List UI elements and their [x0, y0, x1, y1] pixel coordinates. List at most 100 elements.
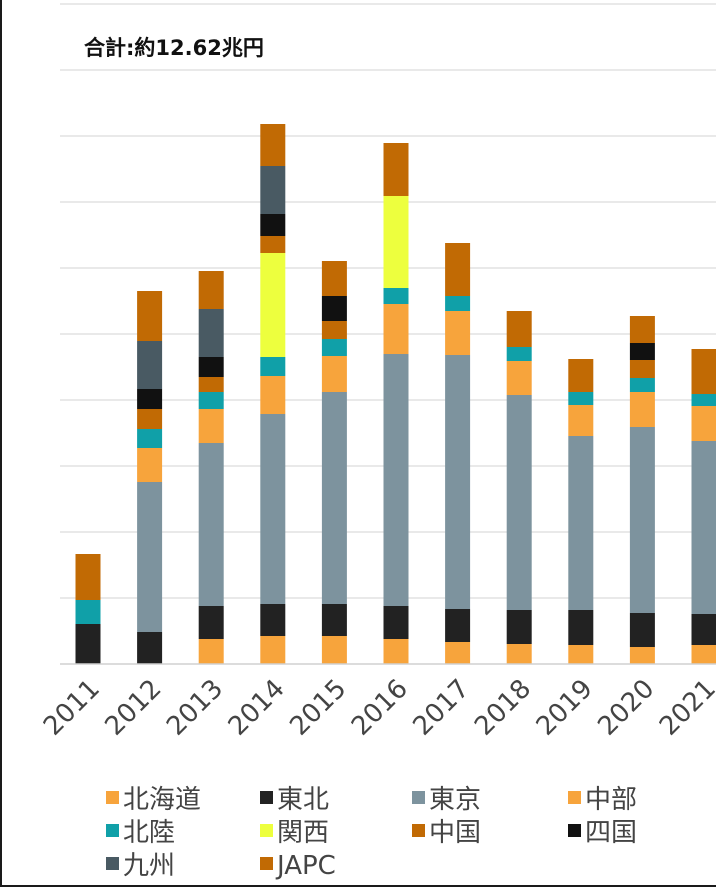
x-tick-label: 2014 — [223, 674, 291, 742]
bar-segment-2015-6 — [321, 321, 347, 339]
legend-swatch — [568, 824, 581, 837]
bar-segment-2017-3 — [445, 311, 471, 355]
bar-segment-2018-4 — [506, 347, 532, 361]
legend-label: 九州 — [123, 851, 175, 881]
bar-segment-2019-4 — [568, 392, 594, 405]
x-tick-label: 2019 — [531, 674, 599, 742]
bar-segment-2021-1 — [691, 614, 716, 645]
bar-segment-2012-6 — [137, 409, 163, 429]
bar-segment-2020-6 — [629, 360, 655, 378]
bar-segment-2013-9 — [198, 271, 224, 309]
legend-item-1: 東北 — [260, 785, 329, 815]
bar-segment-2019-0 — [568, 645, 594, 664]
legend-item-5: 関西 — [260, 818, 329, 848]
legend-label: 東京 — [429, 785, 481, 815]
legend-label: 関西 — [277, 818, 329, 848]
bar-segment-2013-2 — [198, 443, 224, 606]
bar-stack-2015 — [321, 261, 347, 664]
x-tick-label: 2018 — [469, 674, 537, 742]
legend-label: 北海道 — [123, 785, 201, 815]
bar-segment-2020-1 — [629, 613, 655, 647]
bar-segment-2020-2 — [629, 427, 655, 613]
bar-stack-2017 — [445, 243, 471, 664]
legend-item-7: 四国 — [568, 818, 637, 848]
x-tick-label: 2020 — [592, 674, 660, 742]
bar-segment-2013-6 — [198, 377, 224, 392]
bar-segment-2021-9 — [691, 349, 716, 394]
bar-segment-2016-2 — [383, 354, 409, 606]
bar-segment-2014-2 — [260, 414, 286, 604]
bar-segment-2018-1 — [506, 610, 532, 644]
bar-segment-2018-3 — [506, 361, 532, 395]
bar-segment-2011-4 — [75, 600, 101, 624]
bar-segment-2014-3 — [260, 376, 286, 414]
bar-segment-2015-0 — [321, 636, 347, 664]
legend-item-9: JAPC — [260, 851, 336, 881]
bar-segment-2013-7 — [198, 357, 224, 377]
bar-segment-2011-9 — [75, 554, 101, 600]
legend-swatch — [260, 824, 273, 837]
bar-segment-2014-7 — [260, 214, 286, 236]
bar-stack-2020 — [629, 316, 655, 664]
legend-item-2: 東京 — [412, 785, 481, 815]
legend-label: 中国 — [429, 818, 481, 848]
bar-segment-2020-3 — [629, 392, 655, 427]
x-tick-label: 2015 — [284, 674, 352, 742]
bar-segment-2014-0 — [260, 636, 286, 664]
bar-stack-2011 — [75, 554, 101, 664]
bar-segment-2013-3 — [198, 409, 224, 443]
bar-segment-2014-1 — [260, 604, 286, 636]
bar-stack-2012 — [137, 291, 163, 664]
legend-label: 北陸 — [123, 818, 175, 848]
bar-segment-2016-5 — [383, 196, 409, 288]
bar-segment-2020-7 — [629, 343, 655, 360]
bar-segment-2021-2 — [691, 441, 716, 614]
bar-segment-2013-4 — [198, 392, 224, 409]
bar-segment-2012-8 — [137, 341, 163, 389]
legend-label: 東北 — [277, 785, 329, 815]
bar-segment-2012-1 — [137, 632, 163, 664]
bar-segment-2018-0 — [506, 644, 532, 664]
legend-swatch — [260, 857, 273, 870]
bar-segment-2020-4 — [629, 378, 655, 392]
legend-swatch — [106, 824, 119, 837]
bar-segment-2017-1 — [445, 609, 471, 642]
x-tick-label: 2013 — [161, 674, 229, 742]
bar-stack-2021 — [691, 349, 716, 664]
bar-stack-2018 — [506, 311, 532, 664]
bar-segment-2020-0 — [629, 647, 655, 664]
bar-segment-2011-1 — [75, 624, 101, 664]
legend-item-6: 中国 — [412, 818, 481, 848]
bar-segment-2015-7 — [321, 296, 347, 321]
bar-segment-2017-2 — [445, 355, 471, 609]
chart-annotation-total: 合計:約12.62兆円 — [84, 36, 264, 60]
bar-stacks — [75, 124, 716, 664]
bar-stack-2016 — [383, 143, 409, 664]
legend-swatch — [412, 824, 425, 837]
bar-segment-2012-2 — [137, 482, 163, 632]
bar-segment-2012-3 — [137, 448, 163, 482]
bar-segment-2014-8 — [260, 166, 286, 214]
legend-label: JAPC — [275, 851, 336, 881]
bar-segment-2012-7 — [137, 389, 163, 409]
bar-segment-2016-4 — [383, 288, 409, 304]
bar-segment-2013-0 — [198, 639, 224, 664]
bar-segment-2019-9 — [568, 359, 594, 392]
bar-segment-2019-3 — [568, 405, 594, 436]
bar-segment-2016-9 — [383, 143, 409, 196]
bar-segment-2015-2 — [321, 392, 347, 604]
legend-label: 中部 — [585, 785, 637, 815]
bar-stack-2013 — [198, 271, 224, 664]
bar-segment-2014-5 — [260, 253, 286, 357]
bar-segment-2018-2 — [506, 395, 532, 610]
legend-swatch — [260, 791, 273, 804]
legend-item-3: 中部 — [568, 785, 637, 815]
legend-swatch — [106, 857, 119, 870]
bar-segment-2015-4 — [321, 339, 347, 356]
legend-swatch — [568, 791, 581, 804]
bar-segment-2015-3 — [321, 356, 347, 392]
bar-segment-2021-0 — [691, 645, 716, 664]
bar-segment-2014-6 — [260, 236, 286, 253]
